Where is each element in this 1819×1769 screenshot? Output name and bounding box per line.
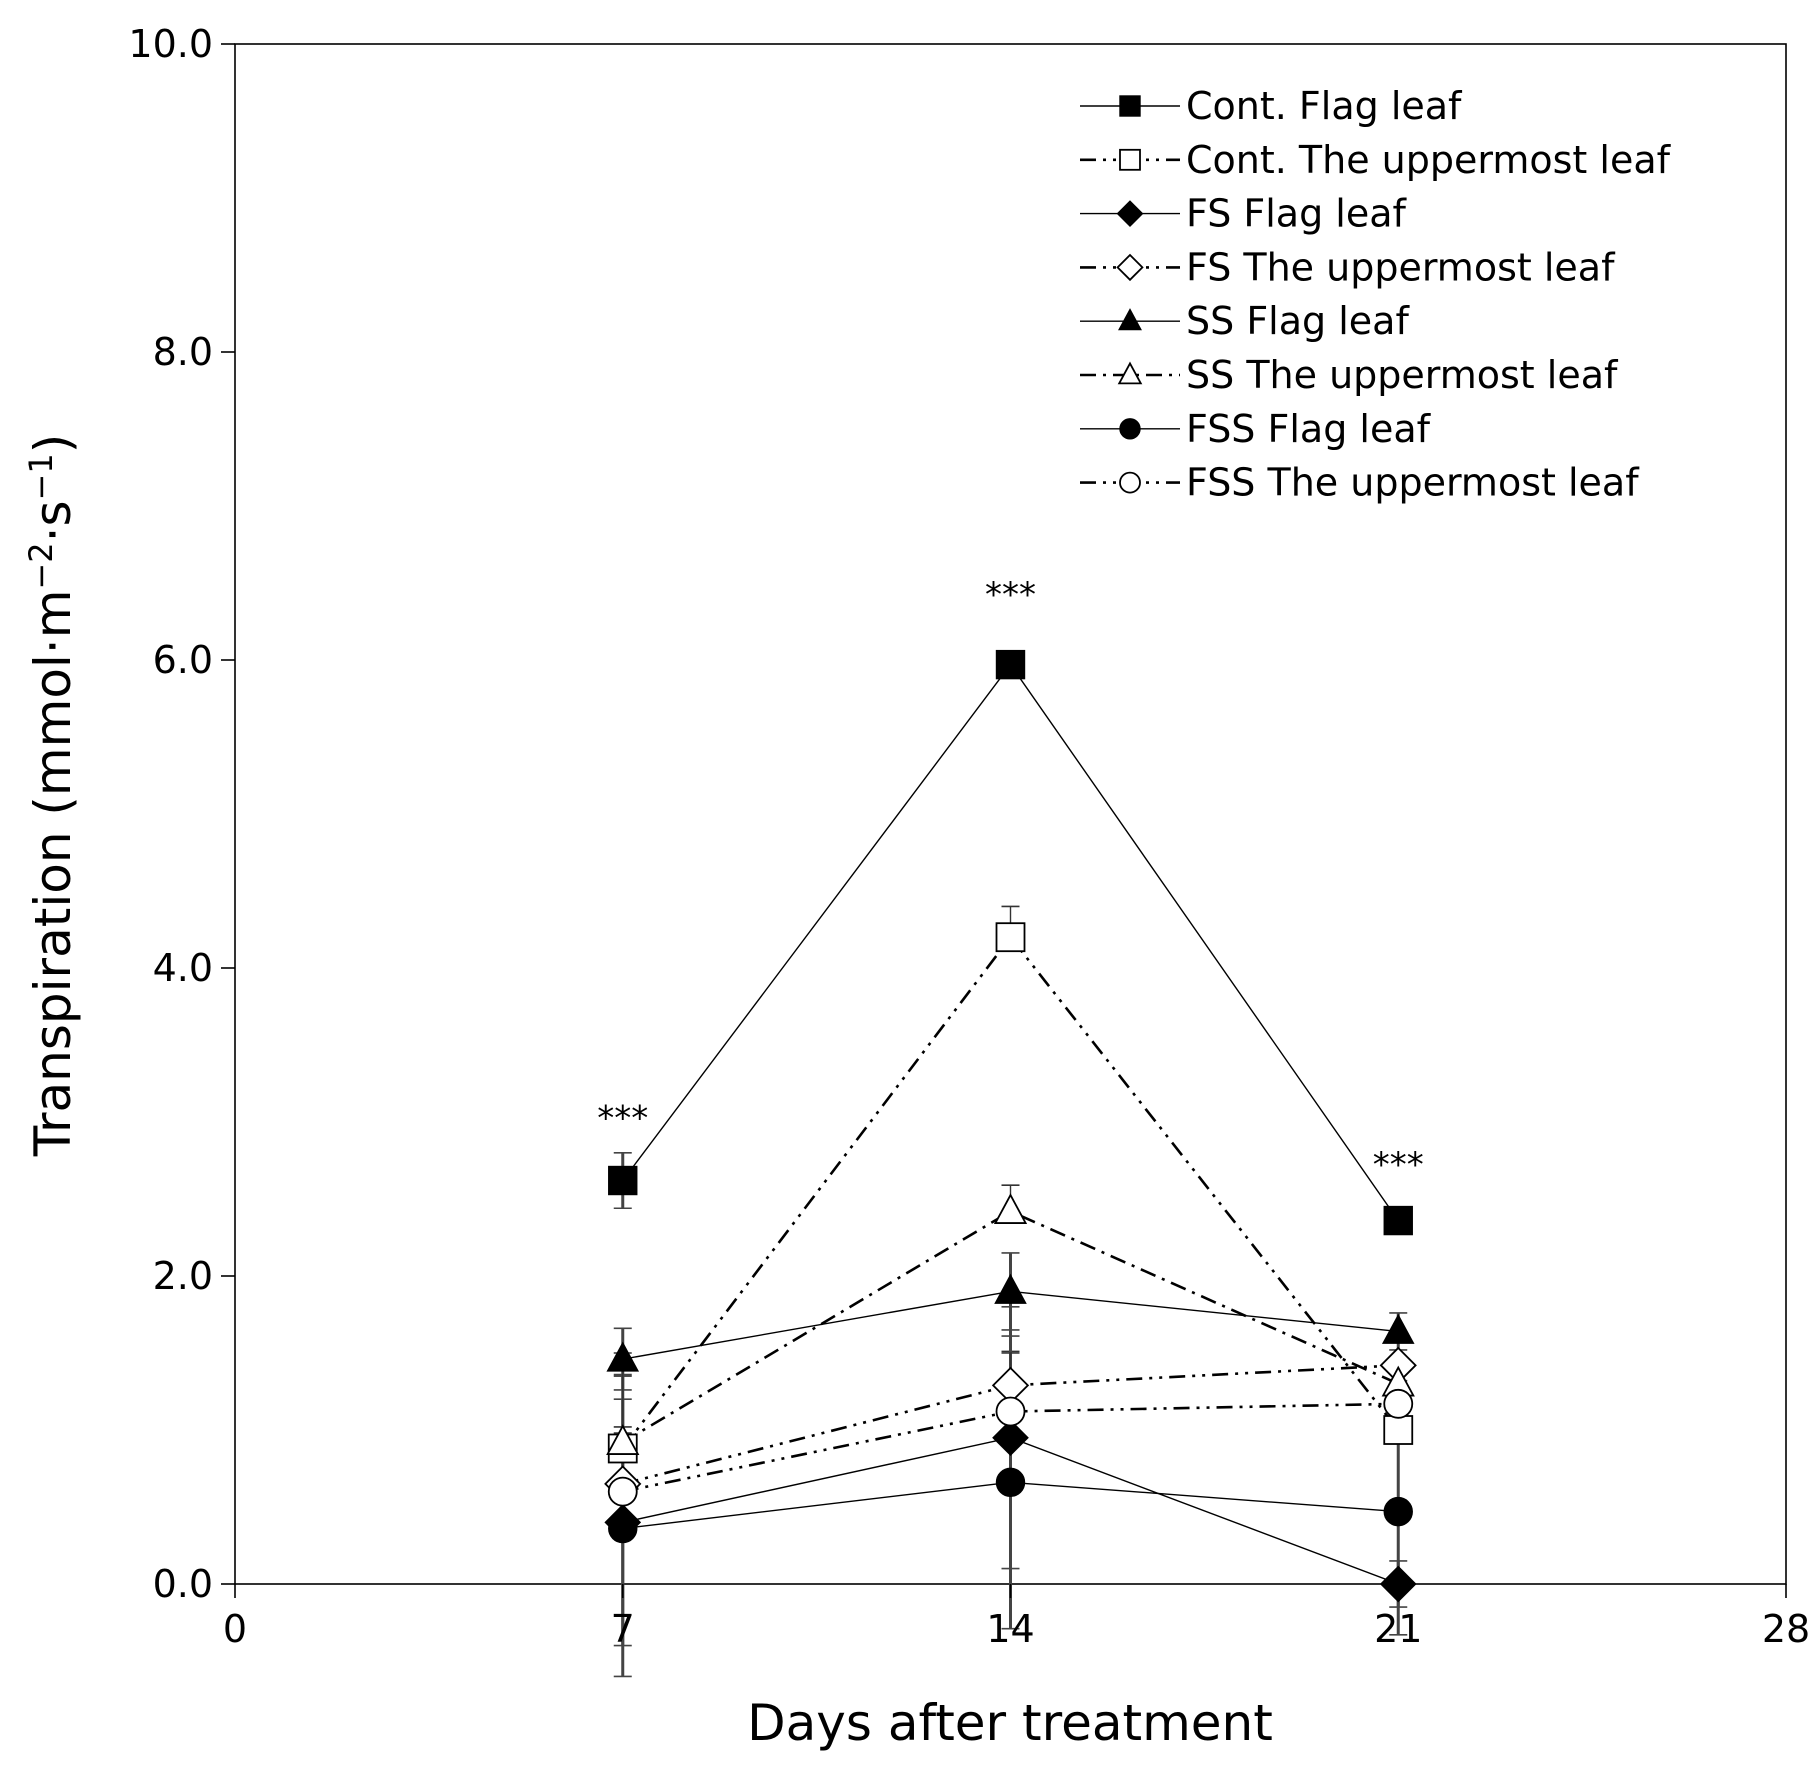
y-tick-label: 6.0	[153, 638, 213, 682]
significance-label: ***	[1373, 1145, 1424, 1185]
series-markers	[604, 649, 1417, 1603]
legend-marker	[1119, 471, 1141, 494]
data-point	[1383, 1388, 1414, 1419]
legend-label: Cont. The uppermost leaf	[1186, 138, 1672, 182]
error-bars	[613, 651, 1408, 1678]
legend-marker	[1119, 418, 1141, 440]
data-point	[1381, 1313, 1415, 1344]
y-axis-title-mid: ·s	[24, 500, 82, 542]
legend-label: FSS Flag leaf	[1186, 407, 1432, 451]
series-line	[622, 1209, 1399, 1444]
legend-label: SS The uppermost leaf	[1186, 353, 1619, 397]
legend-marker	[1118, 308, 1142, 331]
x-tick-label: 21	[1374, 1607, 1422, 1651]
significance-label: ***	[597, 1099, 648, 1139]
data-point	[606, 1424, 640, 1455]
x-tick-label: 7	[611, 1607, 635, 1651]
data-point	[995, 1396, 1026, 1427]
significance-label: ***	[985, 575, 1036, 615]
data-point	[1383, 1496, 1413, 1527]
legend-label: FS The uppermost leaf	[1186, 245, 1616, 289]
y-axis-title-sup2: −1	[22, 453, 60, 500]
data-point	[993, 1193, 1028, 1224]
legend-marker	[1119, 148, 1141, 171]
y-axis-title-main: Transpiration (mmol·m	[24, 590, 82, 1158]
legend-label: SS Flag leaf	[1186, 299, 1410, 343]
data-point	[995, 649, 1026, 680]
legend-label: FS Flag leaf	[1186, 192, 1408, 236]
x-axis-title: Days after treatment	[747, 1694, 1273, 1752]
annotations: *** *** ***	[597, 575, 1424, 1185]
data-point	[608, 1513, 638, 1544]
legend-label: FSS The uppermost leaf	[1186, 461, 1640, 505]
legend: Cont. Flag leaf Cont. The uppermost leaf F…	[1080, 84, 1672, 505]
data-point	[1383, 1205, 1413, 1236]
x-tick-label: 0	[223, 1607, 247, 1651]
y-tick-label: 2.0	[153, 1254, 213, 1298]
legend-marker	[1117, 361, 1143, 385]
y-tick-label: 10.0	[128, 22, 213, 66]
legend-marker	[1119, 95, 1141, 117]
data-point	[995, 1467, 1026, 1498]
data-point	[995, 922, 1026, 953]
x-tick-label: 14	[986, 1607, 1034, 1651]
data-point	[1383, 1415, 1414, 1445]
legend-marker	[1116, 200, 1144, 227]
data-point	[608, 1165, 638, 1196]
x-tick-label: 28	[1762, 1607, 1810, 1651]
data-point	[992, 1419, 1029, 1457]
axes: 0.0 2.0 4.0 6.0 8.0 10.0 0 7 14 21 28	[128, 22, 1810, 1651]
y-axis-title-sup1: −2	[22, 542, 60, 589]
data-point	[607, 1476, 638, 1507]
data-point	[994, 1273, 1027, 1304]
y-axis-title-end: )	[24, 434, 82, 454]
data-point	[606, 1341, 640, 1372]
y-tick-label: 0.0	[153, 1562, 213, 1606]
legend-label: Cont. Flag leaf	[1186, 84, 1463, 128]
y-tick-label: 4.0	[153, 946, 213, 990]
legend-marker	[1116, 253, 1144, 282]
y-tick-label: 8.0	[153, 330, 213, 374]
y-axis-title: Transpiration (mmol·m−2·s−1)	[22, 434, 82, 1157]
